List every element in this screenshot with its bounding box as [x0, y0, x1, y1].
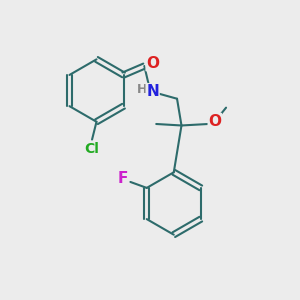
Text: Cl: Cl [85, 142, 100, 155]
Text: O: O [146, 56, 159, 70]
Text: H: H [137, 83, 147, 96]
Text: N: N [146, 84, 159, 99]
Text: F: F [118, 172, 128, 187]
Text: O: O [208, 113, 221, 128]
